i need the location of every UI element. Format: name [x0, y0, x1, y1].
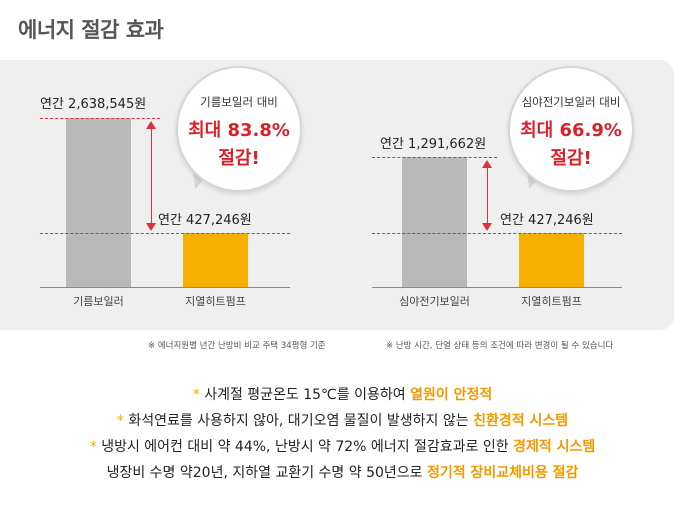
left-dash-bottom	[40, 233, 290, 234]
page-title: 에너지 절감 효과	[18, 18, 164, 42]
bullet-star-icon: *	[89, 439, 97, 455]
bullet-star-icon: *	[116, 413, 124, 429]
benefit-text: 냉방시 에어컨 대비 약 44%, 난방시 약 72% 에너지 절감효과로 인한	[101, 439, 509, 455]
left-bar-oil-boiler	[66, 118, 131, 287]
right-bar2-value: 연간 427,246원	[500, 213, 594, 228]
left-axis	[40, 287, 290, 288]
right-bubble-compare: 심야전기보일러 대비	[521, 95, 621, 109]
benefit-text: 냉장비 수명 약20년, 지하열 교환기 수명 약 50년으로	[106, 465, 423, 481]
right-axis	[372, 287, 622, 288]
benefit-highlight: 열원이 안정적	[410, 387, 493, 403]
left-range-line	[151, 128, 152, 223]
left-savings-bubble: 기름보일러 대비 최대 83.8% 절감!	[176, 66, 302, 192]
right-bar1-value: 연간 1,291,662원	[380, 137, 487, 152]
left-bar2-label: 지열히트펌프	[185, 295, 246, 308]
right-bar2-label: 지열히트펌프	[521, 295, 582, 308]
note-left: ※ 에너지원별 년간 난방비 비교 주택 34평형 기준	[148, 341, 326, 351]
right-dash-bottom	[372, 233, 622, 234]
left-bar2-value: 연간 427,246원	[158, 213, 252, 228]
right-bar1-label: 심야전기보일러	[399, 295, 470, 308]
left-bar1-label: 기름보일러	[73, 295, 124, 308]
note-right: ※ 난방 시간, 단열 상태 등의 조건에 따라 변경이 될 수 있습니다	[386, 341, 614, 351]
benefit-highlight: 정기적 장비교체비용 절감	[426, 465, 579, 481]
benefit-item: * 냉방시 에어컨 대비 약 44%, 난방시 약 72% 에너지 절감효과로 …	[0, 436, 685, 456]
right-savings-bubble: 심야전기보일러 대비 최대 66.9% 절감!	[508, 66, 634, 192]
right-bubble-percent: 최대 66.9%	[520, 120, 622, 141]
benefit-highlight: 친환경적 시스템	[473, 413, 569, 429]
left-arrow-down-icon	[146, 223, 156, 231]
benefit-item: * 화석연료를 사용하지 않아, 대기오염 물질이 발생하지 않는 친환경적 시…	[0, 410, 685, 430]
left-arrow-up-icon	[146, 121, 156, 129]
right-bar-geothermal	[519, 233, 584, 287]
bullet-star-icon: *	[192, 387, 200, 403]
benefit-highlight: 경제적 시스템	[513, 439, 596, 455]
right-bar-night-boiler	[402, 157, 467, 287]
left-bubble-percent: 최대 83.8%	[188, 120, 290, 141]
right-dash-top	[372, 157, 497, 158]
benefit-item: 냉장비 수명 약20년, 지하열 교환기 수명 약 50년으로 정기적 장비교체…	[0, 462, 685, 482]
right-arrow-up-icon	[482, 160, 492, 168]
left-bubble-savings: 절감!	[218, 148, 260, 169]
right-arrow-down-icon	[482, 223, 492, 231]
benefit-text: 화석연료를 사용하지 않아, 대기오염 물질이 발생하지 않는	[128, 413, 469, 429]
left-bubble-compare: 기름보일러 대비	[200, 95, 278, 109]
left-bar-geothermal	[183, 233, 248, 287]
right-range-line	[487, 167, 488, 223]
right-bubble-savings: 절감!	[550, 148, 592, 169]
left-dash-top	[40, 118, 160, 119]
left-bar1-value: 연간 2,638,545원	[40, 97, 147, 112]
benefit-item: * 사계절 평균온도 15℃를 이용하여 열원이 안정적	[0, 384, 685, 404]
benefit-text: 사계절 평균온도 15℃를 이용하여	[204, 387, 406, 403]
